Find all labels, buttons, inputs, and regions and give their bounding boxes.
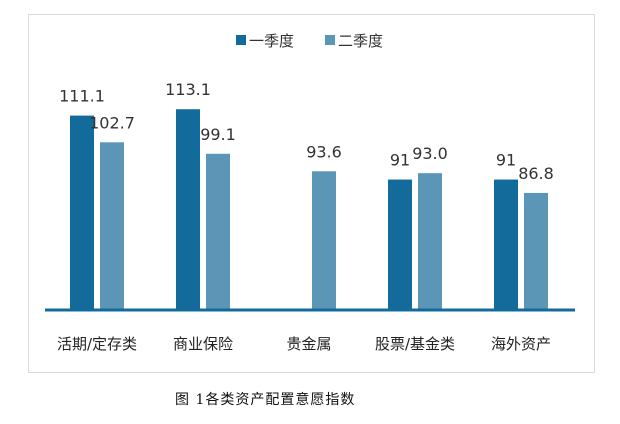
category-label: 股票/基金类 <box>375 335 455 353</box>
bar-q1-3 <box>388 179 412 310</box>
data-label: 86.8 <box>518 164 554 183</box>
data-label: 111.1 <box>59 87 105 106</box>
data-label: 91 <box>496 151 516 170</box>
legend-swatch-q1 <box>236 35 246 45</box>
data-label: 99.1 <box>200 125 236 144</box>
category-label: 活期/定存类 <box>57 335 137 353</box>
figure-caption: 图 1各类资产配置意愿指数 <box>175 391 355 408</box>
bar-q2-0 <box>100 142 124 310</box>
data-label: 93.6 <box>306 142 342 161</box>
data-label: 113.1 <box>165 80 211 99</box>
data-label: 93.0 <box>412 144 448 163</box>
category-label: 海外资产 <box>491 335 551 353</box>
bar-q1-1 <box>176 109 200 311</box>
legend-label-q2: 二季度 <box>338 32 383 50</box>
bar-q1-0 <box>70 115 94 310</box>
legend-label-q1: 一季度 <box>249 32 294 50</box>
bar-q1-4 <box>494 179 518 310</box>
data-label: 102.7 <box>89 113 135 132</box>
bar-q2-4 <box>524 192 548 310</box>
bar-q2-2 <box>312 171 336 310</box>
category-label: 商业保险 <box>173 335 233 353</box>
legend-swatch-q2 <box>325 35 335 45</box>
bar-q2-3 <box>418 173 442 310</box>
data-label: 91 <box>390 151 410 170</box>
legend: 一季度 二季度 <box>236 32 383 50</box>
category-label: 贵金属 <box>286 335 331 353</box>
bar-q2-1 <box>206 153 230 310</box>
